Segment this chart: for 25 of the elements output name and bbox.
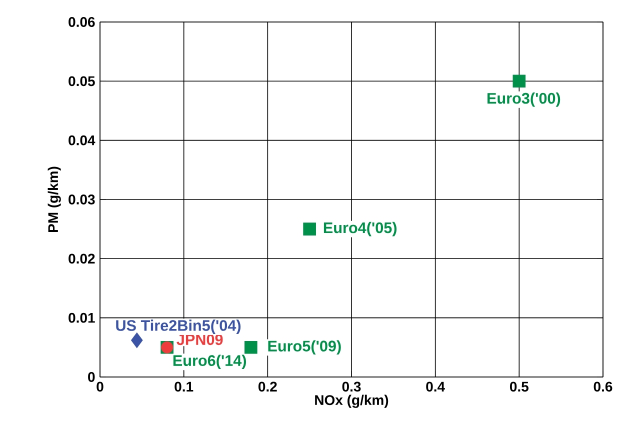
point [512, 74, 526, 88]
point [244, 341, 258, 354]
x-tick-label: 0 [96, 382, 104, 392]
x-tick-label: 0.4 [426, 382, 445, 392]
y-tick-label: 0.05 [68, 76, 95, 86]
x-tick-label: 0.1 [174, 382, 194, 392]
y-axis-title: PM (g/km) [48, 166, 61, 232]
x-tick-label: 0.2 [258, 382, 277, 392]
series-label: US Tire2Bin5('04) [116, 320, 241, 334]
x-tick-label: 0.6 [594, 382, 612, 392]
x-tick-label: 0.5 [510, 382, 528, 392]
y-tick-label: 0.03 [68, 194, 95, 204]
point [303, 222, 316, 236]
y-tick-label: 0 [88, 372, 95, 382]
series-label: Euro4('05) [324, 222, 397, 236]
series-label: Euro3('00) [488, 92, 560, 107]
point [131, 332, 143, 348]
x-tick-label: 0.3 [342, 382, 361, 392]
y-tick-label: 0.01 [68, 312, 95, 323]
y-tick-label: 0.06 [68, 17, 95, 27]
series-label: Euro5('09) [268, 340, 341, 355]
series-label: Euro6('14) [173, 354, 246, 370]
x-axis-title: NOx (g/km) [315, 394, 388, 408]
y-tick-label: 0.04 [68, 135, 96, 146]
y-tick-label: 0.02 [68, 254, 95, 264]
